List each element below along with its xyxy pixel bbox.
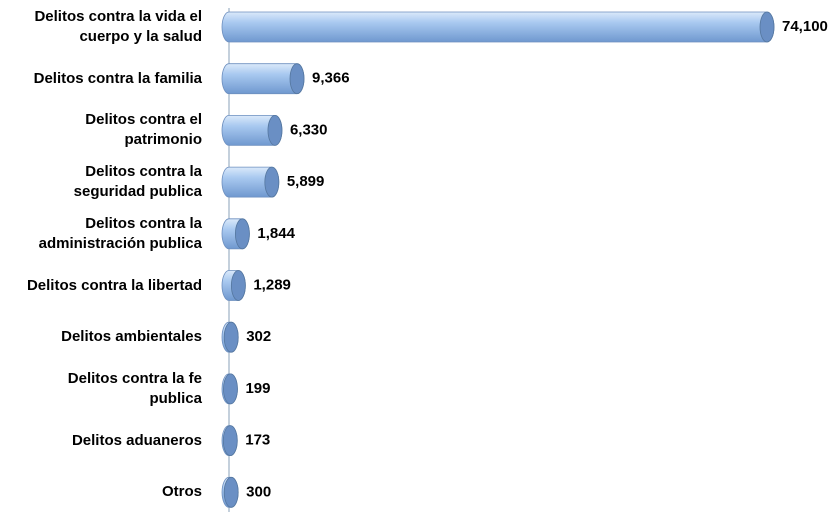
- bar-cap: [230, 270, 246, 301]
- value-label: 5,899: [287, 173, 325, 190]
- category-label: Delitos ambientales: [61, 328, 202, 346]
- value-label: 302: [246, 328, 271, 345]
- bar: [221, 11, 775, 43]
- category-label: Delitos aduaneros: [71, 431, 202, 449]
- bar-cap: [234, 218, 250, 250]
- value-label: 1,844: [257, 225, 295, 242]
- bar-cap: [267, 114, 283, 146]
- category-label: Delitos contra la seguridad publica: [73, 163, 202, 201]
- value-label: 199: [245, 380, 270, 397]
- category-label: Otros: [161, 483, 202, 501]
- bar: [221, 166, 280, 198]
- bar: [221, 373, 238, 405]
- category-label: Delitos contra la fe publica: [67, 369, 202, 407]
- bar: [221, 270, 246, 301]
- bar-cap: [264, 166, 280, 198]
- category-label: Delitos contra la vida el cuerpo y la sa…: [34, 8, 202, 45]
- category-label: Delitos contra la libertad: [26, 276, 202, 294]
- category-label: Delitos contra la familia: [33, 69, 202, 87]
- bar: [221, 321, 239, 353]
- bar-body: [221, 11, 775, 43]
- value-label: 9,366: [312, 70, 350, 87]
- value-label: 74,100: [782, 18, 828, 35]
- value-label: 6,330: [290, 121, 328, 138]
- value-label: 300: [246, 483, 271, 500]
- value-label: 173: [245, 432, 270, 449]
- bar-cap: [223, 321, 239, 353]
- bar-cap: [223, 476, 239, 508]
- bar-cap: [289, 63, 305, 95]
- category-label: Delitos contra la administración publica: [38, 214, 202, 252]
- value-label: 1,289: [253, 276, 291, 293]
- bar-cap: [223, 373, 238, 405]
- bar: [221, 425, 238, 457]
- bar-cap: [759, 11, 775, 43]
- bar-cap: [222, 425, 238, 457]
- category-label: Delitos contra el patrimonio: [85, 111, 202, 149]
- bar: [221, 114, 283, 146]
- bar: [221, 218, 250, 250]
- bar: [221, 63, 305, 95]
- bar: [221, 476, 239, 508]
